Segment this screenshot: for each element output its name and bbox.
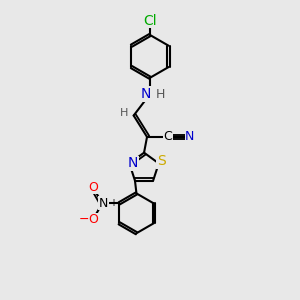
Text: O: O [88, 181, 98, 194]
Text: N: N [141, 87, 151, 101]
Text: N: N [99, 197, 108, 210]
Text: N: N [128, 156, 138, 170]
Text: −: − [78, 213, 89, 226]
Text: O: O [88, 213, 98, 226]
Text: H: H [120, 108, 128, 118]
Text: +: + [109, 198, 117, 208]
Text: Cl: Cl [143, 14, 157, 28]
Text: C: C [164, 130, 172, 143]
Text: H: H [155, 88, 165, 100]
Text: N: N [185, 130, 194, 143]
Text: S: S [157, 154, 166, 168]
